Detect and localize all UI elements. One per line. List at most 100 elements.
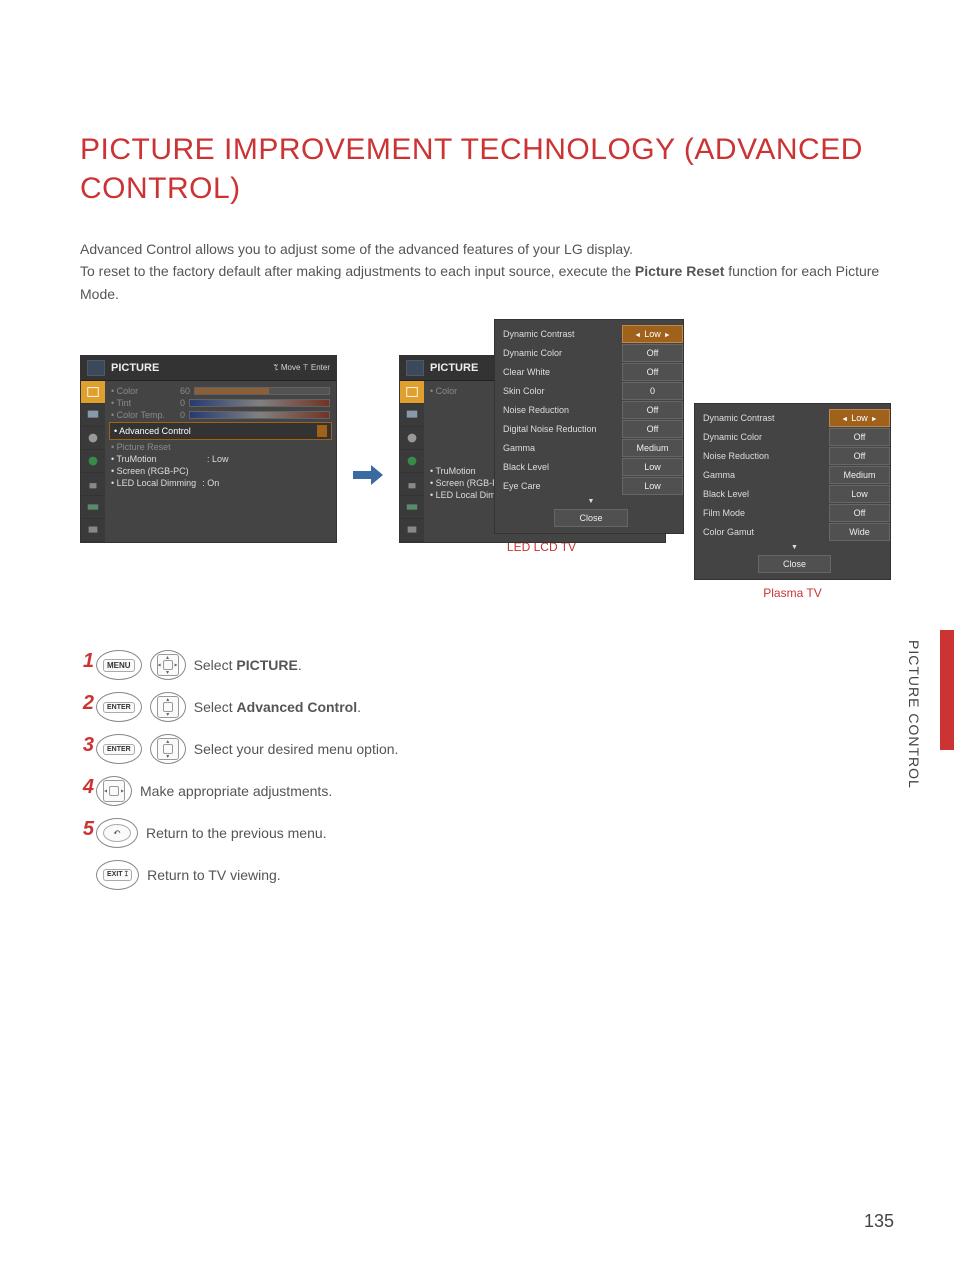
p-gamma[interactable]: Gamma Medium bbox=[699, 466, 890, 484]
monitor-icon[interactable] bbox=[400, 404, 424, 427]
p-film-mode[interactable]: Film Mode Off bbox=[699, 504, 890, 522]
input-icon[interactable] bbox=[81, 496, 105, 519]
adv-gamma-value[interactable]: Medium bbox=[622, 439, 683, 457]
aspect-icon[interactable] bbox=[400, 381, 424, 404]
usb-icon[interactable] bbox=[81, 519, 105, 542]
adv-digital-nr[interactable]: Digital Noise Reduction Off bbox=[499, 420, 683, 438]
intro-line2-pre: To reset to the factory default after ma… bbox=[80, 263, 635, 279]
menu-trumotion-value: : Low bbox=[207, 454, 229, 464]
adv-dynamic-contrast[interactable]: Dynamic Contrast ◄Low► bbox=[499, 325, 683, 343]
osd-left-faded: • Color 60 • Tint 0 • Color Temp. 0 bbox=[111, 385, 330, 421]
monitor-icon[interactable] bbox=[81, 404, 105, 427]
p-black-level[interactable]: Black Level Low bbox=[699, 485, 890, 503]
menu-tint[interactable]: • Tint 0 bbox=[111, 397, 330, 409]
adv-skin-label: Skin Color bbox=[499, 383, 622, 399]
adv-dc-value[interactable]: ◄Low► bbox=[622, 325, 683, 343]
exit-button[interactable]: EXIT ꕯ bbox=[96, 860, 139, 890]
step1-text: Select PICTURE. bbox=[194, 657, 302, 673]
step-2: 2 ENTER ▴▾ Select Advanced Control. bbox=[80, 692, 884, 722]
enter-button[interactable]: ENTER bbox=[96, 692, 142, 722]
step-number: 4 bbox=[80, 776, 94, 799]
adv-noise-reduction[interactable]: Noise Reduction Off bbox=[499, 401, 683, 419]
p-dcol-value[interactable]: Off bbox=[829, 428, 890, 446]
menu-picture-reset[interactable]: • Picture Reset bbox=[111, 441, 330, 453]
menu-colortemp-label: • Color Temp. bbox=[111, 410, 176, 420]
intro-line2: To reset to the factory default after ma… bbox=[80, 260, 884, 305]
menu-led-value: : On bbox=[202, 478, 219, 488]
lock-icon[interactable] bbox=[400, 473, 424, 496]
p-dynamic-contrast[interactable]: Dynamic Contrast ◄Low► bbox=[699, 409, 890, 427]
p-nr-label: Noise Reduction bbox=[699, 448, 829, 464]
p-color-gamut[interactable]: Color Gamut Wide bbox=[699, 523, 890, 541]
adv-bl-value[interactable]: Low bbox=[622, 458, 683, 476]
adv-skin-value[interactable]: 0 bbox=[622, 382, 683, 400]
adv-clear-white[interactable]: Clear White Off bbox=[499, 363, 683, 381]
p-dc-value[interactable]: ◄Low► bbox=[829, 409, 890, 427]
adv-eye-care[interactable]: Eye Care Low bbox=[499, 477, 683, 495]
step6-text: Return to TV viewing. bbox=[147, 867, 281, 883]
scroll-down-icon[interactable]: ▼ bbox=[499, 496, 683, 507]
lock-icon[interactable] bbox=[81, 473, 105, 496]
adv-eye-label: Eye Care bbox=[499, 478, 622, 494]
section-side-bar bbox=[940, 630, 954, 750]
step4-text: Make appropriate adjustments. bbox=[140, 783, 332, 799]
menu-color[interactable]: • Color 60 bbox=[111, 385, 330, 397]
dpad-leftright[interactable]: ◂▸ bbox=[96, 776, 132, 806]
step-number: 2 bbox=[80, 692, 94, 715]
plasma-scroll-down-icon[interactable]: ▼ bbox=[699, 542, 890, 553]
p-film-value[interactable]: Off bbox=[829, 504, 890, 522]
p-film-label: Film Mode bbox=[699, 505, 829, 521]
steps-list: 1 MENU ▴▾◂▸ Select PICTURE. 2 ENTER ▴▾ S… bbox=[80, 650, 884, 890]
input-icon[interactable] bbox=[400, 496, 424, 519]
enter-button[interactable]: ENTER bbox=[96, 734, 142, 764]
picture-icon bbox=[406, 360, 424, 376]
step2-text: Select Advanced Control. bbox=[194, 699, 361, 715]
osd-row: PICTURE ꔂ Move ꔉ Enter • bbox=[80, 355, 884, 600]
menu-advanced-control[interactable]: • Advanced Control bbox=[109, 422, 332, 440]
adv-bl-label: Black Level bbox=[499, 459, 622, 475]
dpad-all[interactable]: ▴▾◂▸ bbox=[150, 650, 186, 680]
adv-dnr-value[interactable]: Off bbox=[622, 420, 683, 438]
adv-skin-color[interactable]: Skin Color 0 bbox=[499, 382, 683, 400]
gear-icon[interactable] bbox=[400, 427, 424, 450]
adv-black-level[interactable]: Black Level Low bbox=[499, 458, 683, 476]
p-dynamic-color[interactable]: Dynamic Color Off bbox=[699, 428, 890, 446]
p-nr-value[interactable]: Off bbox=[829, 447, 890, 465]
p-cg-value[interactable]: Wide bbox=[829, 523, 890, 541]
adv-dynamic-color[interactable]: Dynamic Color Off bbox=[499, 344, 683, 362]
dpad-updown[interactable]: ▴▾ bbox=[150, 692, 186, 722]
menu-led-dimming[interactable]: • LED Local Dimming : On bbox=[111, 477, 330, 489]
osd-mid-wrapper: PICTURE ꔂ Move ꔉ Enter • bbox=[399, 355, 684, 554]
back-button[interactable]: ⤺ bbox=[96, 818, 138, 848]
menu-button[interactable]: MENU bbox=[96, 650, 142, 680]
step-number: 5 bbox=[80, 818, 94, 841]
menu-tint-value: 0 bbox=[180, 398, 185, 408]
p-gamma-value[interactable]: Medium bbox=[829, 466, 890, 484]
adv-eye-value[interactable]: Low bbox=[622, 477, 683, 495]
step-number: 1 bbox=[80, 650, 94, 673]
clock-icon[interactable] bbox=[400, 450, 424, 473]
close-button[interactable]: Close bbox=[554, 509, 627, 527]
adv-gamma[interactable]: Gamma Medium bbox=[499, 439, 683, 457]
menu-trumotion[interactable]: • TruMotion : Low bbox=[111, 453, 330, 465]
aspect-icon[interactable] bbox=[81, 381, 105, 404]
menu-picture-reset-label: • Picture Reset bbox=[111, 442, 171, 452]
dpad-updown[interactable]: ▴▾ bbox=[150, 734, 186, 764]
menu-screen[interactable]: • Screen (RGB-PC) bbox=[111, 465, 330, 477]
clock-icon[interactable] bbox=[81, 450, 105, 473]
adv-gamma-label: Gamma bbox=[499, 440, 622, 456]
adv-dcol-value[interactable]: Off bbox=[622, 344, 683, 362]
p-bl-value[interactable]: Low bbox=[829, 485, 890, 503]
adv-cw-value[interactable]: Off bbox=[622, 363, 683, 381]
usb-icon[interactable] bbox=[400, 519, 424, 542]
osd-mid-overlay: Dynamic Contrast ◄Low► Dynamic Color Off… bbox=[494, 319, 684, 534]
color-bar bbox=[194, 387, 330, 395]
step1-bold: PICTURE bbox=[236, 657, 297, 673]
step-3: 3 ENTER ▴▾ Select your desired menu opti… bbox=[80, 734, 884, 764]
p-noise-reduction[interactable]: Noise Reduction Off bbox=[699, 447, 890, 465]
plasma-close-button[interactable]: Close bbox=[758, 555, 831, 573]
page-title: PICTURE IMPROVEMENT TECHNOLOGY (ADVANCED… bbox=[80, 130, 884, 208]
gear-icon[interactable] bbox=[81, 427, 105, 450]
menu-colortemp[interactable]: • Color Temp. 0 bbox=[111, 409, 330, 421]
adv-nr-value[interactable]: Off bbox=[622, 401, 683, 419]
